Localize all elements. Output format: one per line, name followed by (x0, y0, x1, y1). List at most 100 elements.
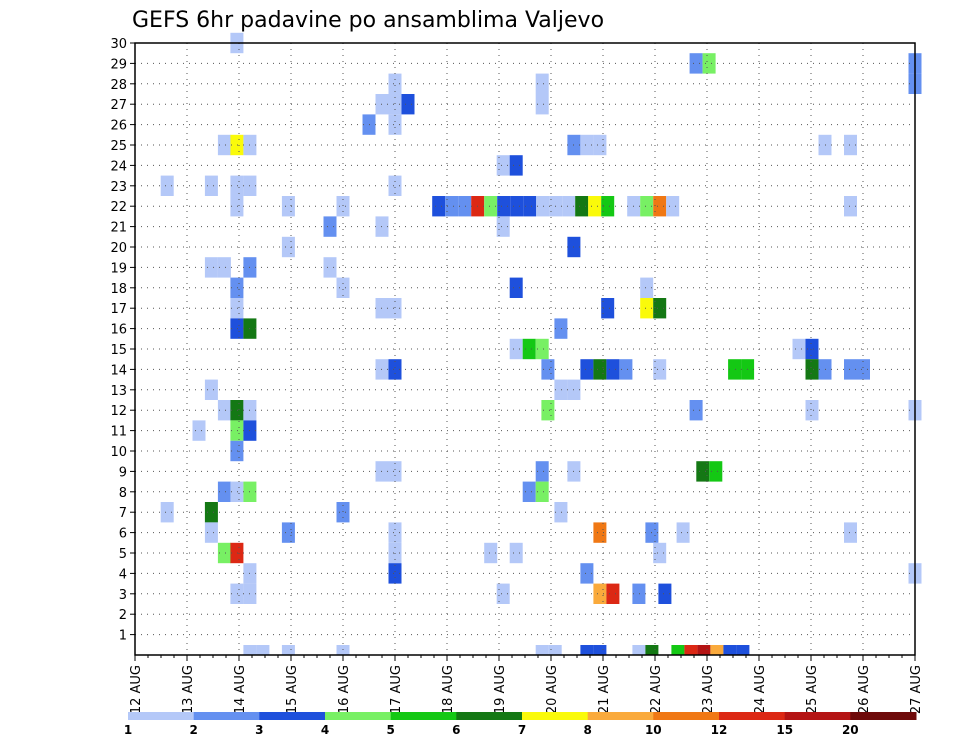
precip-cell-84 (653, 359, 667, 380)
y-tick-label-4: 4 (119, 567, 127, 582)
y-tick-label-20: 20 (110, 241, 127, 256)
precip-cell-131 (509, 542, 523, 564)
legend-swatch-10 (784, 712, 851, 720)
legend-label-4: 4 (321, 723, 329, 737)
precip-cell-137 (230, 583, 244, 604)
y-tick-label-23: 23 (110, 180, 127, 195)
precip-cell-146 (281, 645, 295, 655)
precip-cell-25 (230, 175, 244, 196)
precip-cell-78 (388, 359, 402, 380)
x-tick-label-13: 25 AUG (805, 665, 820, 714)
legend-label-20: 20 (842, 723, 859, 737)
precip-cell-62 (640, 277, 654, 298)
precip-cell-4 (388, 73, 402, 94)
precip-cell-23 (160, 175, 174, 196)
precip-cell-63 (230, 298, 244, 319)
x-tick-label-0: 12 AUG (129, 665, 144, 714)
precip-cell-72 (509, 338, 523, 360)
precip-cell-109 (696, 461, 710, 482)
precip-cell-95 (230, 400, 244, 421)
precip-cell-107 (535, 461, 549, 482)
precip-cell-43 (588, 196, 602, 217)
x-tick-label-4: 16 AUG (337, 665, 352, 714)
precip-cell-101 (192, 420, 206, 441)
precip-cell-9 (401, 94, 415, 115)
precip-cell-69 (230, 318, 244, 339)
x-tick-label-1: 13 AUG (181, 665, 196, 714)
precip-cell-81 (593, 359, 607, 380)
y-tick-label-12: 12 (110, 404, 127, 419)
precip-cell-33 (458, 196, 472, 217)
precip-cell-159 (736, 645, 750, 655)
x-tick-label-2: 14 AUG (233, 665, 248, 714)
y-tick-label-11: 11 (110, 425, 127, 440)
legend-label-2: 2 (190, 723, 198, 737)
precip-cell-41 (562, 196, 576, 217)
x-tick-label-7: 19 AUG (493, 665, 508, 714)
precip-cell-152 (632, 645, 646, 655)
precip-cell-2 (702, 53, 716, 74)
precip-cell-98 (689, 400, 703, 421)
legend-swatch-11 (850, 712, 917, 720)
precip-cell-94 (217, 400, 231, 421)
precip-cell-89 (844, 359, 857, 380)
legend-label-3: 3 (255, 723, 263, 737)
x-tick-label-15: 27 AUG (909, 665, 924, 714)
precip-cell-85 (728, 359, 742, 380)
legend-swatch-5 (456, 712, 523, 720)
precip-cell-154 (671, 645, 685, 655)
legend-swatch-7 (587, 712, 654, 720)
precip-cell-24 (204, 175, 218, 196)
precip-cell-44 (601, 196, 615, 217)
y-tick-label-7: 7 (119, 506, 127, 521)
precip-cell-91 (204, 379, 218, 400)
x-tick-label-9: 21 AUG (597, 665, 612, 714)
precip-cell-99 (805, 400, 819, 421)
legend-swatch-9 (719, 712, 786, 720)
precip-cell-90 (857, 359, 870, 380)
y-tick-label-14: 14 (110, 363, 127, 378)
y-tick-label-2: 2 (119, 608, 127, 623)
precip-cell-46 (640, 196, 654, 217)
precip-cell-75 (792, 338, 806, 360)
legend-label-1: 1 (124, 723, 132, 737)
grid-lines (134, 42, 916, 655)
precip-cell-74 (535, 338, 549, 360)
precip-cell-104 (230, 440, 244, 462)
precip-cell-127 (217, 542, 231, 564)
precip-cell-14 (230, 134, 244, 156)
precip-cell-79 (541, 359, 555, 380)
precip-cell-48 (666, 196, 680, 217)
precip-cell-87 (805, 359, 819, 380)
precip-cell-68 (653, 298, 667, 319)
precip-cell-49 (844, 196, 857, 217)
precip-cell-31 (432, 196, 446, 217)
precip-cell-66 (601, 298, 615, 319)
y-tick-label-13: 13 (110, 384, 127, 399)
legend-swatch-6 (522, 712, 589, 720)
precip-cell-60 (336, 277, 350, 298)
legend-label-5: 5 (387, 723, 395, 737)
y-tick-label-6: 6 (119, 527, 127, 542)
precip-cell-156 (697, 645, 711, 655)
precip-cell-134 (388, 563, 402, 584)
x-tick-label-8: 20 AUG (545, 665, 560, 714)
precip-cell-30 (336, 196, 350, 217)
legend-label-12: 12 (711, 723, 728, 737)
precip-cell-38 (523, 196, 537, 217)
precip-cell-59 (230, 277, 244, 298)
y-tick-label-21: 21 (110, 221, 127, 236)
precip-cell-114 (522, 481, 536, 502)
precip-cell-53 (281, 236, 295, 258)
precip-cell-118 (336, 502, 350, 523)
precip-cell-71 (554, 318, 568, 339)
precip-cell-76 (805, 338, 819, 360)
precip-cell-1 (689, 53, 703, 74)
y-tick-label-1: 1 (119, 629, 127, 644)
y-tick-label-8: 8 (119, 486, 127, 501)
y-tick-label-25: 25 (110, 139, 127, 154)
precip-cell-73 (522, 338, 536, 360)
precip-cell-126 (844, 522, 857, 543)
precip-cell-20 (844, 134, 857, 156)
chart-title: GEFS 6hr padavine po ansamblima Valjevo (132, 8, 604, 33)
